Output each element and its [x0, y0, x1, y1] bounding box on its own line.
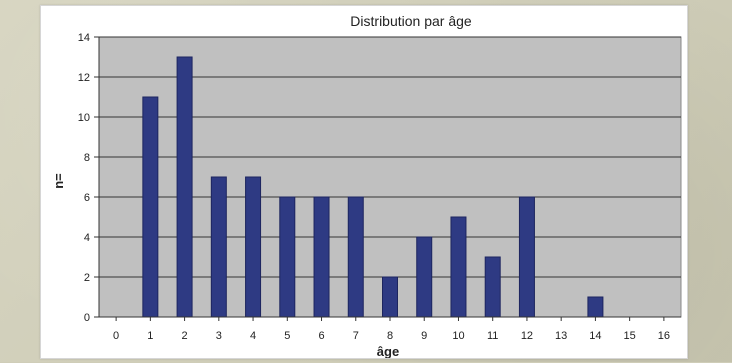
- x-tick-label: 1: [147, 330, 153, 342]
- plot-area: [98, 36, 682, 318]
- y-tick-label: 2: [84, 272, 90, 284]
- bar: [416, 236, 433, 318]
- y-axis-ticks: 0 2 4 6 8 10 12 14: [78, 32, 99, 324]
- y-axis-label: n=: [51, 173, 66, 189]
- bar: [518, 196, 535, 318]
- x-tick-label: 3: [216, 330, 222, 342]
- x-tick-label: 10: [452, 330, 464, 342]
- bar: [313, 196, 330, 318]
- y-tick-label: 12: [78, 72, 90, 84]
- bar: [587, 296, 604, 318]
- bar: [245, 176, 262, 318]
- y-tick-label: 8: [84, 152, 90, 164]
- bar: [279, 196, 296, 318]
- y-tick-label: 14: [78, 32, 90, 44]
- x-tick-label: 0: [113, 330, 119, 342]
- bar: [347, 196, 364, 318]
- gridlines: [99, 36, 681, 278]
- bar: [450, 216, 467, 318]
- y-tick-label: 0: [84, 312, 90, 324]
- y-tick-label: 6: [84, 192, 90, 204]
- x-axis-ticks: 0 1 2 3 4 5 6 7 8 9 10 11 12 13 14 15 16: [113, 317, 670, 342]
- x-tick-label: 14: [589, 330, 601, 342]
- x-tick-label: 6: [318, 330, 324, 342]
- y-tick-label: 4: [84, 232, 90, 244]
- x-tick-label: 5: [284, 330, 290, 342]
- bar: [142, 96, 159, 318]
- x-tick-label: 13: [555, 330, 567, 342]
- x-tick-label: 7: [353, 330, 359, 342]
- x-tick-label: 16: [658, 330, 670, 342]
- x-tick-label: 4: [250, 330, 256, 342]
- chart-title: Distribution par âge: [350, 13, 472, 29]
- y-tick-label: 10: [78, 112, 90, 124]
- x-tick-label: 9: [421, 330, 427, 342]
- bar: [484, 256, 501, 318]
- bar: [382, 276, 398, 318]
- bar: [176, 56, 193, 318]
- x-tick-label: 12: [521, 330, 533, 342]
- bar: [210, 176, 227, 318]
- x-tick-label: 2: [182, 330, 188, 342]
- bars: [142, 56, 604, 318]
- x-tick-label: 11: [487, 330, 498, 342]
- x-tick-label: 8: [387, 330, 393, 342]
- x-tick-label: 15: [624, 330, 636, 342]
- x-axis-label: âge: [377, 344, 399, 358]
